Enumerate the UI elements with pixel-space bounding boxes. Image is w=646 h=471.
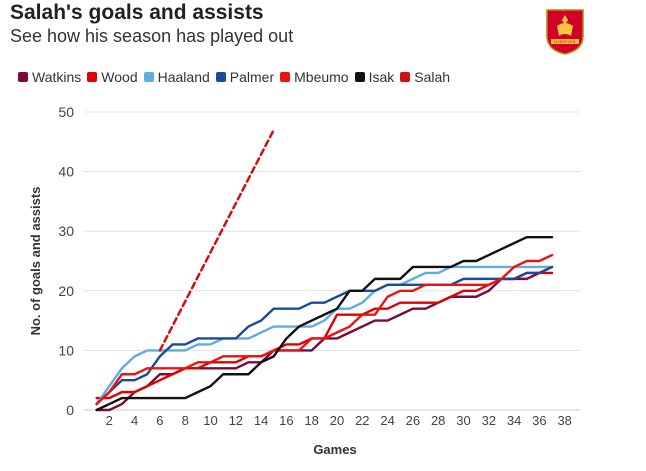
legend-label: Isak — [368, 69, 395, 85]
x-tick-label: 14 — [254, 413, 268, 428]
chart-subtitle: See how his season has played out — [10, 26, 294, 46]
legend-swatch — [87, 72, 98, 82]
y-tick-label: 20 — [58, 283, 74, 299]
y-tick-label: 10 — [58, 342, 74, 358]
series-line-isak — [95, 235, 554, 412]
x-axis-title: Games — [313, 442, 356, 457]
legend-swatch — [18, 72, 28, 82]
x-tick-label: 16 — [279, 413, 293, 428]
x-tick-label: 36 — [532, 413, 546, 428]
x-tick-label: 4 — [131, 413, 138, 428]
x-tick-label: 20 — [330, 413, 344, 428]
series-line-mbeumo — [95, 253, 554, 406]
series-line-wood — [95, 271, 554, 400]
series-line-salah — [158, 128, 275, 352]
x-tick-label: 34 — [507, 413, 521, 428]
legend-item-salah: Salah — [400, 69, 450, 85]
x-tick-label: 6 — [156, 413, 163, 428]
legend-item-haaland: Haaland — [143, 69, 210, 85]
series-line-haaland — [95, 265, 554, 406]
x-tick-label: 12 — [229, 413, 243, 428]
x-tick-label: 28 — [431, 413, 445, 428]
crest-text: LIVERPOOL — [554, 39, 577, 44]
legend-label: Salah — [414, 69, 451, 85]
chart-title: Salah's goals and assists — [10, 1, 264, 24]
legend-label: Haaland — [157, 69, 210, 85]
legend-label: Mbeumo — [294, 69, 349, 85]
chart-legend: Watkins Wood Haaland Palmer Mbeumo Isak Salah — [18, 69, 456, 85]
legend-item-isak: Isak — [354, 69, 395, 85]
liverpool-crest-icon: LIVERPOOL — [546, 9, 584, 55]
legend-swatch — [354, 72, 365, 82]
legend-label: Palmer — [229, 69, 275, 85]
legend-swatch — [215, 72, 226, 82]
legend-item-palmer: Palmer — [215, 69, 275, 85]
legend-swatch — [143, 72, 154, 82]
x-tick-label: 2 — [106, 413, 113, 428]
x-tick-label: 10 — [203, 413, 217, 428]
y-tick-label: 30 — [58, 223, 74, 239]
legend-item-wood: Wood — [87, 69, 138, 85]
x-tick-label: 22 — [355, 413, 369, 428]
legend-swatch — [400, 72, 411, 82]
legend-label: Wood — [101, 69, 138, 85]
legend-label: Watkins — [32, 69, 82, 85]
legend-item-watkins: Watkins — [18, 69, 81, 85]
x-tick-label: 32 — [482, 413, 496, 428]
x-tick-label: 18 — [304, 413, 318, 428]
x-tick-label: 38 — [557, 413, 571, 428]
legend-item-mbeumo: Mbeumo — [280, 69, 349, 85]
legend-swatch — [280, 72, 291, 82]
x-tick-label: 30 — [456, 413, 470, 428]
x-tick-label: 26 — [406, 413, 420, 428]
x-tick-label: 24 — [380, 413, 394, 428]
x-tick-label: 8 — [182, 413, 189, 428]
series-line-palmer — [95, 265, 554, 406]
y-axis-title: No. of goals and assists — [28, 187, 43, 336]
y-tick-label: 50 — [58, 104, 74, 120]
y-tick-label: 0 — [66, 402, 74, 418]
y-tick-label: 40 — [58, 164, 74, 180]
